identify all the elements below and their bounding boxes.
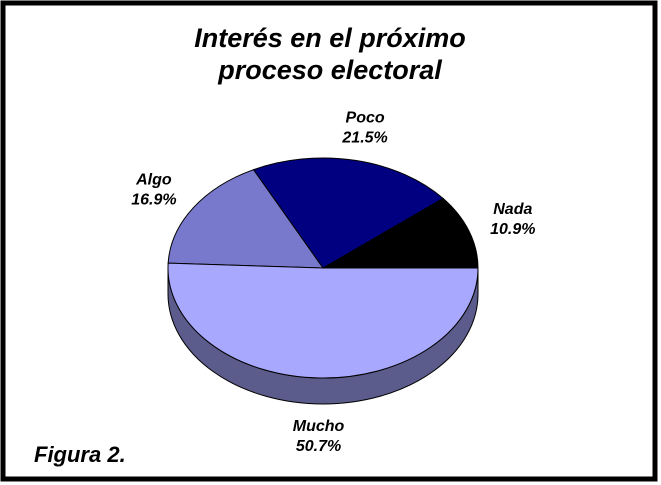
slice-label: Poco [346, 109, 385, 126]
chart-title: proceso electoral [217, 55, 442, 85]
slice-value-label: 21.5% [341, 129, 387, 146]
slice-value-label: 50.7% [296, 438, 341, 455]
slice-value-label: 16.9% [131, 191, 176, 208]
slice-label: Mucho [293, 418, 345, 435]
annotation: Figura 2. [34, 442, 126, 467]
chart-title: Interés en el próximo [194, 23, 466, 53]
slice-value-label: 10.9% [490, 221, 535, 238]
slice [167, 262, 479, 379]
slice-label: Algo [135, 171, 172, 188]
slice-label: Nada [493, 201, 532, 218]
slice [252, 157, 444, 269]
slice [167, 169, 324, 269]
pie [167, 157, 479, 405]
slice [321, 197, 479, 269]
